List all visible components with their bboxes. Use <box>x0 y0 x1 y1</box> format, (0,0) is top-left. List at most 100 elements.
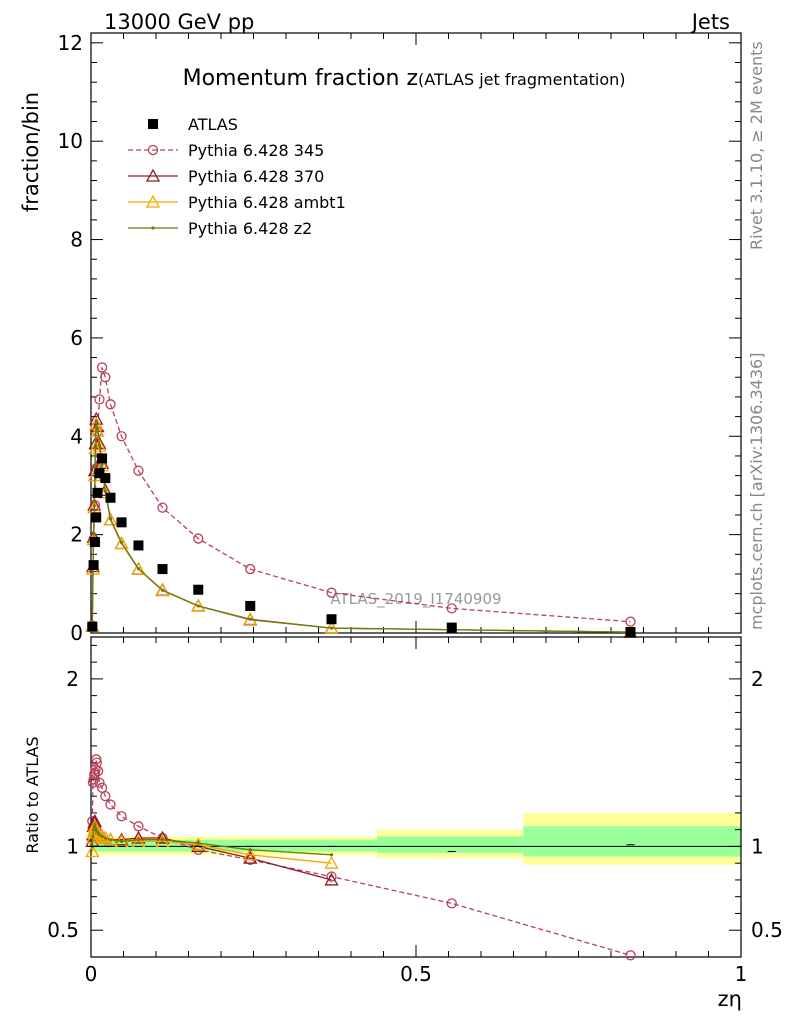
legend-label-2: Pythia 6.428 370 <box>188 167 324 186</box>
ratio-point-3 <box>92 827 107 841</box>
data-point-0 <box>94 468 105 479</box>
y-tick-label: 4 <box>70 424 83 448</box>
y-tick-label: 8 <box>70 228 83 252</box>
ratio-tick-label: 0.5 <box>47 918 79 942</box>
x-tick-label: 0 <box>85 962 98 986</box>
data-point-1 <box>100 372 111 383</box>
legend: ATLAS Pythia 6.428 345 Pythia 6.428 370 Pyt… <box>128 115 346 238</box>
legend-marker-4 <box>151 226 155 230</box>
ratio-plot-frame <box>90 636 742 958</box>
mcplots-label: mcplots.cern.ch [arXiv:1306.3436] <box>747 353 766 630</box>
ratio-point-4 <box>329 853 334 857</box>
data-point-3 <box>103 512 118 526</box>
data-point-4 <box>248 617 252 621</box>
legend-marker-0 <box>148 119 158 129</box>
data-point-1 <box>245 563 256 575</box>
data-point-4 <box>103 489 107 493</box>
rivet-label: Rivet 3.1.10, ≥ 2M events <box>747 41 766 250</box>
ratio-point-3 <box>243 847 258 861</box>
analysis-watermark: ATLAS_2019_I1740909 <box>330 590 501 609</box>
data-point-1 <box>157 502 168 513</box>
ratio-tick-label-right: 2 <box>751 667 764 691</box>
data-point-0 <box>193 584 204 595</box>
ratio-line-1 <box>91 759 631 956</box>
ratio-band-green <box>91 839 377 852</box>
data-point-4 <box>95 427 100 431</box>
legend-marker-3 <box>145 194 161 208</box>
ratio-point-1 <box>446 898 457 909</box>
data-point-0 <box>97 453 108 464</box>
data-point-0 <box>245 600 256 611</box>
y-tick-label: 6 <box>70 326 83 350</box>
ratio-point-1 <box>326 871 337 882</box>
ratio-tick-label: 2 <box>66 667 79 691</box>
data-point-0 <box>625 627 636 638</box>
ratio-point-1 <box>105 799 116 810</box>
chart-title-main: Momentum fraction z <box>183 66 418 91</box>
data-point-1 <box>94 394 105 405</box>
header-right: Jets <box>690 10 730 34</box>
data-point-4 <box>94 419 98 424</box>
ratio-point-2 <box>114 832 129 846</box>
data-point-0 <box>116 517 127 528</box>
data-point-4 <box>329 626 334 630</box>
ratio-point-4 <box>136 838 141 842</box>
data-point-0 <box>446 622 457 633</box>
data-point-3 <box>131 561 146 575</box>
ratio-point-3 <box>191 837 206 851</box>
ratio-y-axis-label: Ratio to ATLAS <box>23 736 42 853</box>
x-tick-label: 1 <box>735 962 748 986</box>
ratio-point-4 <box>119 839 124 843</box>
ratio-point-1 <box>90 764 101 775</box>
ratio-point-4 <box>100 834 104 838</box>
legend-label-0: ATLAS <box>188 115 238 134</box>
data-point-0 <box>133 540 144 551</box>
data-point-4 <box>160 588 165 592</box>
y-tick-label: 0 <box>70 621 83 645</box>
ratio-band-green <box>377 836 524 854</box>
legend-marker-2 <box>145 168 161 182</box>
data-point-0 <box>105 492 116 503</box>
legend-label-1: Pythia 6.428 345 <box>188 141 324 160</box>
data-point-0 <box>88 560 99 571</box>
x-axis-label: zη <box>718 987 742 1011</box>
ratio-point-4 <box>91 834 95 838</box>
ratio-tick-label: 1 <box>66 834 79 858</box>
header-left: 13000 GeV pp <box>104 10 254 34</box>
data-point-1 <box>116 431 127 442</box>
data-point-3 <box>114 536 129 550</box>
y-tick-label: 12 <box>58 31 83 55</box>
data-point-3 <box>90 424 105 438</box>
ratio-point-1 <box>88 774 99 785</box>
data-point-1 <box>193 533 204 544</box>
ratio-point-3 <box>85 844 100 858</box>
data-point-4 <box>100 463 104 467</box>
data-point-0 <box>87 621 98 632</box>
ratio-band-green <box>523 826 741 857</box>
data-point-4 <box>92 504 96 508</box>
ratio-plot: 0.5 0.51 12 20 0.5 1 <box>47 636 783 986</box>
ratio-point-1 <box>100 791 111 802</box>
ratio-point-4 <box>248 848 252 852</box>
ratio-point-3 <box>324 855 339 869</box>
data-point-0 <box>326 614 337 625</box>
data-point-0 <box>89 537 100 548</box>
ratio-point-1 <box>94 777 105 788</box>
ratio-point-1 <box>625 950 636 961</box>
ratio-point-4 <box>97 833 102 837</box>
data-point-4 <box>196 604 200 608</box>
ratio-point-2 <box>155 830 170 844</box>
chart-title: Momentum fraction z <box>183 66 418 91</box>
ratio-point-4 <box>93 823 97 827</box>
data-point-4 <box>108 517 113 521</box>
ratio-point-2 <box>243 850 258 864</box>
ratio-point-1 <box>116 811 127 822</box>
ratio-point-4 <box>108 838 113 842</box>
ratio-point-4 <box>160 838 165 842</box>
data-point-4 <box>119 540 124 545</box>
data-point-1 <box>96 362 108 373</box>
ratio-point-2 <box>324 872 339 886</box>
ratio-point-2 <box>131 830 146 844</box>
legend-label-4: Pythia 6.428 z2 <box>188 219 312 238</box>
